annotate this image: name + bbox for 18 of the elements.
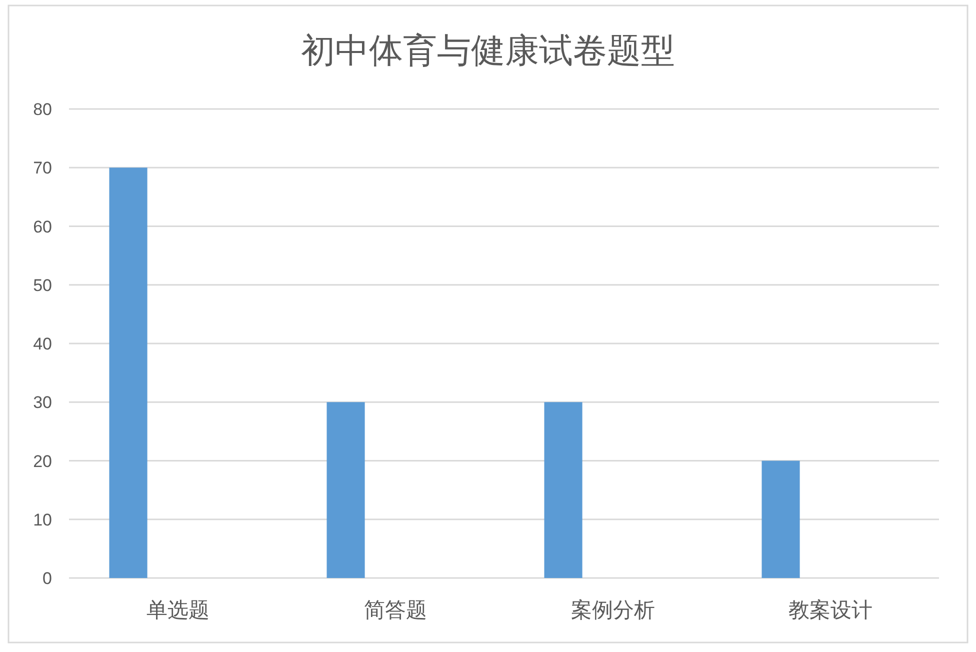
y-tick-label: 20 (33, 452, 52, 471)
x-tick-label: 单选题 (146, 599, 210, 622)
x-tick-label: 简答题 (364, 599, 427, 622)
y-tick-label: 30 (33, 393, 52, 412)
bar (762, 460, 800, 578)
bar (109, 168, 148, 578)
chart-title: 初中体育与健康试卷题型 (301, 32, 675, 70)
y-tick-label: 70 (33, 158, 52, 178)
y-tick-label: 10 (33, 510, 52, 530)
y-tick-label: 80 (33, 100, 52, 119)
bar (544, 402, 582, 578)
x-tick-label: 教案设计 (788, 598, 872, 622)
y-tick-label: 0 (42, 569, 52, 588)
y-tick-label: 50 (33, 276, 52, 295)
y-tick-label: 60 (33, 217, 52, 236)
x-tick-label: 案例分析 (570, 598, 655, 622)
bar (326, 402, 365, 578)
y-tick-label: 40 (33, 334, 52, 354)
